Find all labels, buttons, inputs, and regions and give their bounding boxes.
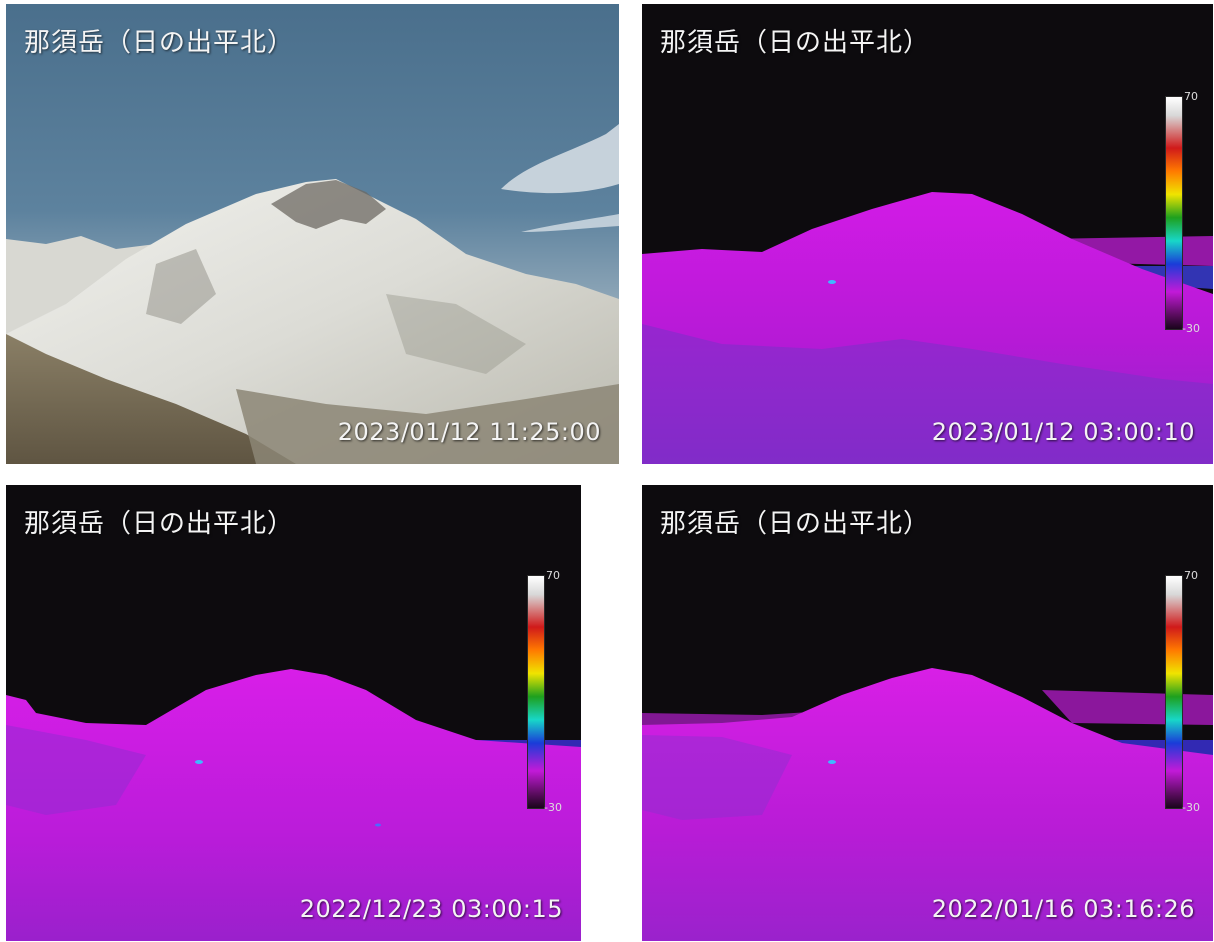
camera-panel-thermal-3: 那須岳（日の出平北） 70 -30 2022/01/16 03:16:26 xyxy=(642,485,1213,941)
colorbar-min-label: -30 xyxy=(1182,801,1200,814)
capture-timestamp: 2023/01/12 03:00:10 xyxy=(931,418,1195,446)
colorbar-min-label: -30 xyxy=(544,801,562,814)
capture-timestamp: 2022/01/16 03:16:26 xyxy=(931,895,1195,923)
camera-label: 那須岳（日の出平北） xyxy=(660,509,931,539)
summit-rocks xyxy=(271,180,386,229)
cloud-streak xyxy=(521,214,619,232)
secondary-hotspot xyxy=(375,823,381,827)
fumarole-hotspot xyxy=(828,280,836,284)
thermal-mountain-image xyxy=(6,485,581,941)
foreground-right xyxy=(236,384,619,464)
cloud xyxy=(501,124,619,194)
cool-slope xyxy=(642,735,792,820)
temperature-colorbar xyxy=(1165,575,1183,809)
camera-label: 那須岳（日の出平北） xyxy=(24,509,295,539)
capture-timestamp: 2022/12/23 03:00:15 xyxy=(299,895,563,923)
mountain-silhouette xyxy=(6,669,581,941)
visible-mountain-image xyxy=(6,4,619,464)
thermal-mountain-image xyxy=(642,4,1213,464)
camera-label: 那須岳（日の出平北） xyxy=(660,28,931,58)
cool-valley xyxy=(642,324,1213,464)
slope-shadow-2 xyxy=(386,294,526,374)
temperature-colorbar xyxy=(1165,96,1183,330)
camera-label: 那須岳（日の出平北） xyxy=(24,28,295,58)
foreground-slope xyxy=(6,334,296,464)
fumarole-hotspot xyxy=(195,760,203,764)
colorbar-max-label: 70 xyxy=(1184,569,1198,582)
colorbar-max-label: 70 xyxy=(1184,90,1198,103)
camera-panel-visible: 那須岳（日の出平北） 2023/01/12 11:25:00 xyxy=(6,4,619,464)
main-peak xyxy=(6,179,619,464)
camera-panel-thermal-2: 那須岳（日の出平北） 70 -30 2022/12/23 03:00:15 xyxy=(6,485,581,941)
capture-timestamp: 2023/01/12 11:25:00 xyxy=(337,418,601,446)
mountain-silhouette xyxy=(642,668,1213,941)
temperature-colorbar xyxy=(527,575,545,809)
slope-shadow xyxy=(146,249,216,324)
fumarole-hotspot xyxy=(828,760,836,764)
cool-slope xyxy=(6,725,146,815)
thermal-mountain-image xyxy=(642,485,1213,941)
colorbar-max-label: 70 xyxy=(546,569,560,582)
camera-panel-thermal-1: 那須岳（日の出平北） 70 -30 2023/01/12 03:00:10 xyxy=(642,4,1213,464)
colorbar-min-label: -30 xyxy=(1182,322,1200,335)
